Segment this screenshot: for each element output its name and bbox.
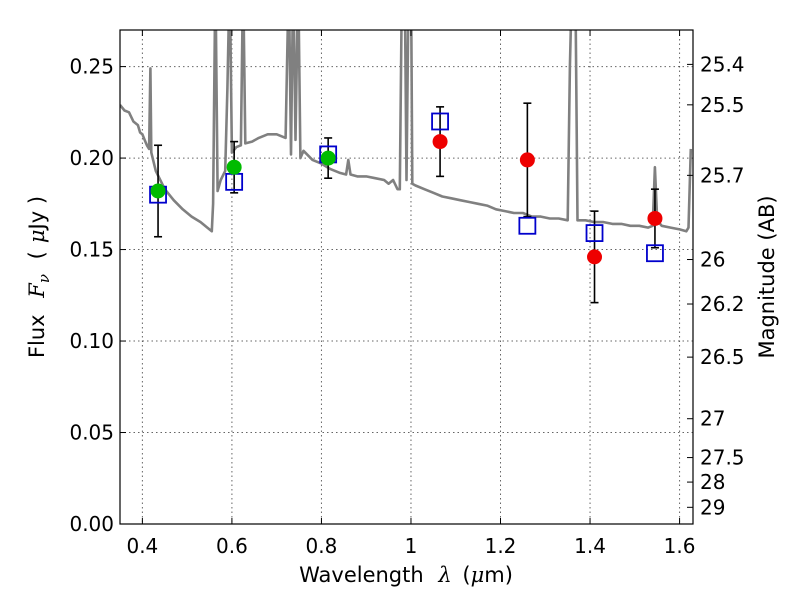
y-axis-label-left: Flux Fν ( μJy ) [25, 196, 54, 358]
x-tick-label: 1.6 [664, 534, 696, 558]
plot-frame [119, 29, 694, 525]
y-tick-label: 0.15 [69, 238, 114, 262]
mag-tick-label: 28 [700, 470, 725, 494]
y-axis-label-left-unit-mu: μ [25, 229, 49, 243]
x-tick-label: 1 [405, 534, 418, 558]
mag-tick-label: 27 [700, 407, 725, 431]
observed-nir-marker [519, 152, 535, 168]
y-tick-label: 0.25 [69, 55, 114, 79]
mag-tick-label: 27.5 [700, 446, 745, 470]
y-axis-label-right: Magnitude (AB) [755, 195, 779, 358]
x-axis-label-unit-open: ( [462, 563, 470, 587]
mag-tick-label: 25.5 [700, 93, 745, 117]
y-axis-label-left-unit-rest: Jy ) [25, 196, 49, 232]
x-axis-label: Wavelength λ (μm) [299, 563, 513, 587]
y-tick-label: 0.10 [69, 329, 114, 353]
mag-tick-label: 29 [700, 495, 725, 519]
y-axis-label-left-subscript: ν [35, 274, 53, 283]
mag-tick-label: 25.4 [700, 52, 745, 76]
observed-nir-marker [587, 249, 603, 265]
model-photometry-marker [431, 112, 449, 131]
plot-area [120, 30, 693, 304]
y-axis-label-left-unit-open: ( [25, 251, 49, 259]
y-tick-label: 0.20 [69, 146, 114, 170]
model-photometry-marker [518, 216, 537, 235]
y-axis-label-left-text: Flux [25, 314, 49, 358]
mag-tick-label: 26.2 [700, 292, 745, 316]
axis-ticks: 0.4 0.6 0.8 1 1.2 1.4 1.6 0.00 0.05 0.10 0.15 0.20 0… [69, 30, 745, 558]
x-axis-label-symbol: λ [437, 563, 451, 587]
observed-optical-marker [150, 183, 166, 199]
observed-optical-marker [226, 159, 242, 175]
model-photometry-marker [585, 224, 604, 242]
model-photometry-marker [646, 244, 664, 263]
x-axis-label-text: Wavelength [299, 563, 424, 587]
y-tick-label: 0.05 [69, 421, 114, 445]
mag-tick-label: 26 [700, 248, 725, 272]
x-axis-label-unit-rest: m) [484, 563, 513, 587]
observed-nir-marker [432, 134, 448, 150]
x-tick-label: 0.6 [216, 534, 248, 558]
mag-tick-label: 25.7 [700, 163, 745, 187]
spectrum-line [120, 30, 693, 233]
x-tick-label: 1.4 [574, 534, 606, 558]
x-tick-label: 0.8 [306, 534, 338, 558]
mag-tick-label: 26.5 [700, 345, 745, 369]
x-tick-label: 0.4 [126, 534, 158, 558]
y-tick-label: 0.00 [69, 512, 114, 536]
y-axis-label-left-symbol: F [25, 282, 49, 299]
x-axis-label-unit-mu: μ [471, 563, 485, 587]
x-tick-label: 1.2 [485, 534, 517, 558]
observed-optical-marker [320, 150, 336, 166]
observed-nir-marker [647, 210, 663, 226]
